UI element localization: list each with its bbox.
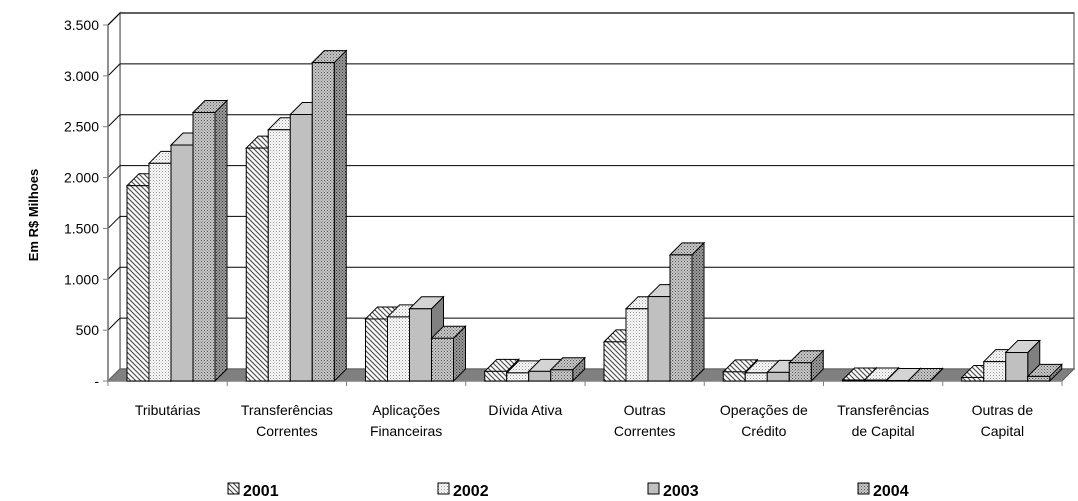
legend-label-2001: 2001	[243, 483, 279, 500]
x-axis: Tributárias Transferências Correntes Aplica…	[107, 381, 1063, 439]
x-tick-label: Correntes	[256, 423, 317, 439]
bar-front	[484, 370, 508, 382]
bar-front	[170, 144, 194, 382]
y-axis-title: Em R$ Milhoes	[26, 169, 41, 261]
gridline-side	[107, 317, 121, 331]
bar-front	[886, 379, 909, 382]
bar-front	[983, 361, 1007, 382]
gridline-side	[107, 63, 121, 77]
bar-front	[908, 379, 931, 382]
x-tick-label: Transferências	[241, 402, 333, 418]
bar-front	[387, 316, 410, 382]
bar-front	[625, 308, 649, 382]
bar-front	[1005, 352, 1029, 382]
gridline-side	[107, 12, 121, 26]
y-tick-label: 500	[76, 322, 100, 338]
x-tick-label: Financeiras	[370, 423, 442, 439]
bar-side	[214, 99, 228, 383]
gridline-side	[107, 266, 121, 280]
bar-front	[722, 371, 746, 382]
bar-front	[528, 370, 552, 382]
gridline-side	[107, 165, 121, 178]
gridline-side	[107, 114, 121, 128]
bar-side	[691, 241, 705, 383]
bar-front	[550, 369, 574, 382]
bar-front	[192, 111, 216, 382]
legend-swatch-2003	[647, 482, 660, 495]
bar-2004-4	[668, 241, 706, 383]
bars	[125, 49, 1063, 383]
bar-front	[289, 114, 313, 382]
y-tick-label: 1.000	[64, 271, 99, 287]
bar-front	[311, 62, 335, 382]
bar-front	[669, 254, 693, 382]
bar-front	[506, 372, 530, 382]
bar-front	[431, 337, 454, 382]
y-tick-label: 2.500	[64, 119, 99, 135]
bar-front	[365, 318, 388, 382]
bar-front	[842, 379, 865, 382]
bar-front	[148, 162, 172, 382]
x-tick-label: Operações de	[720, 402, 808, 418]
bar-front	[766, 371, 790, 382]
legend-swatch-2004	[857, 482, 870, 495]
bar-2004-1	[311, 49, 348, 383]
x-tick-label: Dívida Ativa	[488, 402, 562, 418]
bar-front	[409, 308, 432, 382]
x-tick-label: de Capital	[852, 423, 915, 439]
bar-front	[603, 341, 627, 382]
bar-2004-5	[788, 349, 825, 383]
y-tick-label: 3.000	[64, 68, 99, 84]
legend-label-2002: 2002	[453, 483, 489, 500]
legend-label-2003: 2003	[663, 483, 699, 500]
bar-front	[267, 129, 291, 382]
bar-front	[864, 379, 887, 382]
gridline-side	[107, 216, 121, 229]
bar-front	[647, 296, 671, 382]
bar-2004-7	[1026, 363, 1063, 383]
legend: 2001 2002 2003 2004	[227, 482, 909, 500]
bar-2004-2	[430, 325, 467, 383]
y-tick-label: -	[94, 373, 99, 389]
x-tick-label: Tributárias	[135, 402, 201, 418]
side-wall	[107, 11, 121, 383]
bar-front	[126, 185, 150, 382]
bar-front	[1027, 375, 1051, 382]
legend-label-2004: 2004	[873, 483, 909, 500]
x-tick-label: Aplicações	[372, 402, 440, 418]
legend-swatch-2002	[437, 482, 450, 495]
bar-2003-7	[1004, 339, 1041, 383]
bar-2004-3	[549, 356, 586, 383]
x-tick-label: Outras de	[972, 402, 1034, 418]
y-tick-label: 2.000	[64, 170, 99, 186]
y-tick-label: 1.500	[64, 220, 99, 236]
bar-front	[744, 372, 768, 382]
legend-swatch-2001	[227, 482, 240, 495]
x-tick-label: Crédito	[741, 423, 786, 439]
bar-front	[788, 362, 812, 382]
bar-side	[333, 49, 347, 383]
y-tick-label: 3.500	[64, 17, 99, 33]
bar-2004-6	[907, 367, 944, 383]
x-tick-label: Capital	[981, 423, 1025, 439]
x-tick-label: Outras	[624, 402, 666, 418]
bar-front	[961, 376, 985, 382]
x-tick-label: Transferências	[837, 402, 929, 418]
bar-front	[245, 147, 269, 382]
x-tick-label: Correntes	[614, 423, 675, 439]
bar-2004-0	[191, 99, 229, 383]
